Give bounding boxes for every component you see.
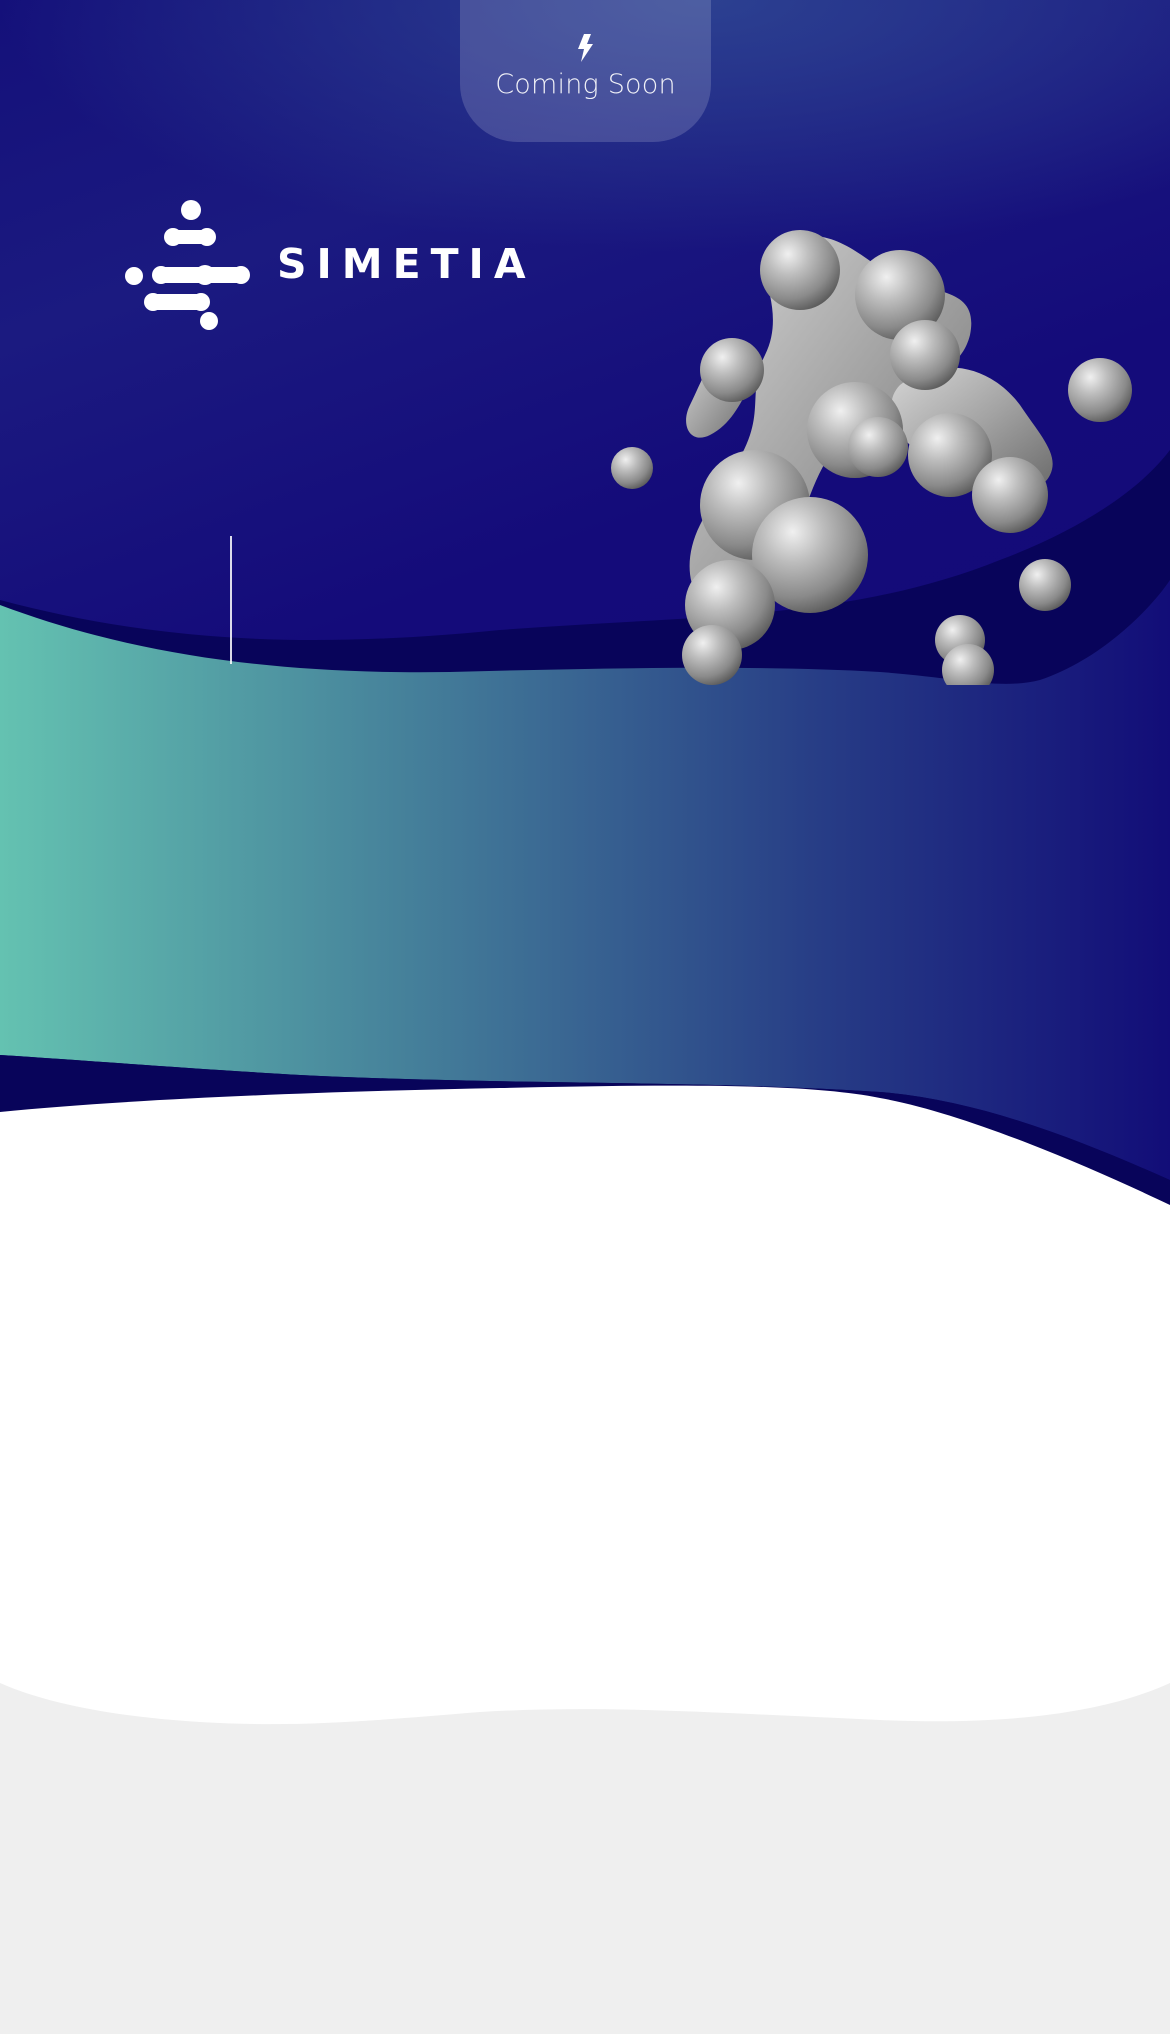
coming-soon-badge[interactable]: Coming Soon	[460, 0, 711, 142]
coming-soon-label: Coming Soon	[495, 69, 676, 100]
brand-logo[interactable]: SIMETIA	[125, 198, 536, 330]
vertical-divider-line	[230, 536, 232, 664]
molecule-logo-icon	[125, 200, 250, 330]
metaball-illustration	[611, 230, 1132, 685]
logo-wordmark: SIMETIA	[277, 239, 536, 288]
lightning-bolt-icon	[577, 34, 593, 62]
